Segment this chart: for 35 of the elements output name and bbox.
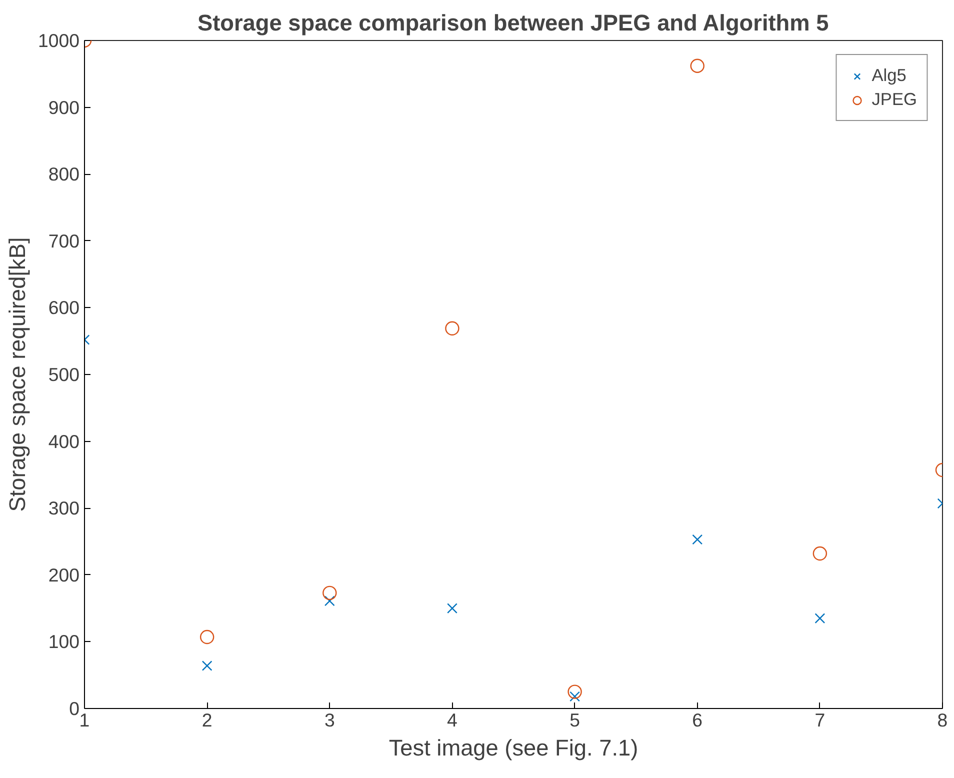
y-tick-label: 0: [69, 698, 80, 719]
legend-label: Alg5: [872, 65, 906, 86]
x-tick-label: 4: [447, 710, 458, 730]
point: [445, 321, 460, 336]
x-tick-label: 8: [937, 710, 948, 730]
point: [324, 596, 335, 606]
chart-title: Storage space comparison between JPEG and Algorithm 5: [197, 10, 829, 36]
point: [322, 586, 337, 600]
point: [200, 630, 214, 644]
y-tick-label: 200: [48, 564, 80, 586]
legend-label: JPEG: [872, 89, 917, 110]
point: [202, 660, 212, 671]
x-tick-label: 3: [324, 710, 335, 730]
y-tick-label: 500: [48, 364, 80, 385]
x-axis-title: Test image (see Fig. 7.1): [388, 734, 638, 760]
point: [812, 546, 828, 561]
y-tick-label: 1000: [38, 30, 80, 51]
y-tick-label: 600: [48, 297, 80, 318]
x-tick-label: 1: [79, 710, 90, 730]
point: [568, 684, 582, 699]
y-tick-label: 700: [48, 230, 80, 252]
point: [447, 603, 458, 614]
point: [690, 58, 704, 73]
x-tick-label: 6: [692, 710, 703, 730]
point: [814, 613, 826, 624]
y-tick-label: 900: [48, 96, 80, 118]
x-tick-label: 5: [570, 710, 580, 730]
y-tick-label: 800: [48, 164, 80, 185]
point: [692, 534, 703, 545]
y-tick-label: 100: [48, 631, 80, 652]
y-tick-label: 300: [48, 498, 80, 519]
x-tick-label: 2: [202, 710, 212, 730]
x-tick-label: 7: [814, 710, 826, 730]
y-axis-title: Storage space required[kB]: [4, 237, 30, 512]
y-tick-label: 400: [48, 430, 80, 452]
